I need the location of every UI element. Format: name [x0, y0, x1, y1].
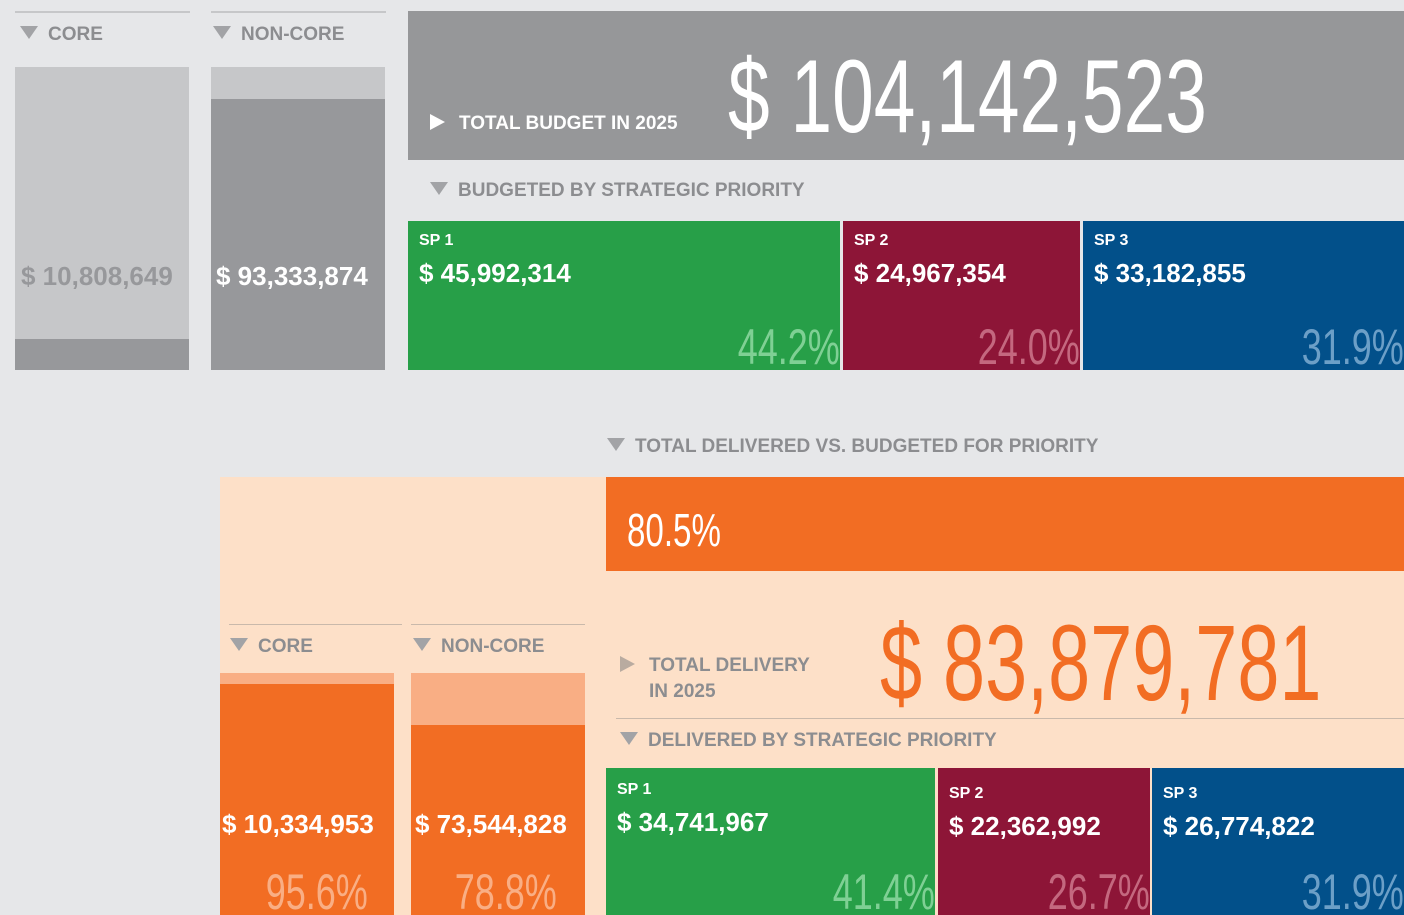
priority-box: SP 1 $ 45,992,314 44.2%: [408, 221, 840, 370]
noncore-value: $ 93,333,874: [216, 261, 368, 291]
vs-bar: [606, 477, 1404, 571]
delivery-priority-title: DELIVERED BY STRATEGIC PRIORITY: [648, 730, 997, 751]
priority-box: SP 3 $ 26,774,822 31.9%: [1152, 768, 1404, 915]
divider: [211, 11, 386, 13]
priority-name: SP 1: [419, 232, 454, 249]
priority-box: SP 2 $ 22,362,992 26.7%: [938, 768, 1150, 915]
priority-name: SP 1: [617, 781, 652, 798]
dnoncore-header: NON-CORE: [413, 636, 544, 658]
core-bar: [15, 67, 189, 370]
priority-pct: 44.2%: [737, 319, 840, 370]
priority-pct: 26.7%: [1047, 864, 1150, 915]
vs-title: TOTAL DELIVERED VS. BUDGETED FOR PRIORIT…: [635, 436, 1099, 457]
dcore-bar-part: [220, 673, 394, 684]
divider: [616, 718, 1404, 719]
budget-priority-title: BUDGETED BY STRATEGIC PRIORITY: [458, 180, 805, 201]
core-header: CORE: [20, 24, 103, 46]
total-budget-box: [408, 11, 1404, 160]
priority-pct: 31.9%: [1301, 319, 1404, 370]
priority-box: SP 3 $ 33,182,855 31.9%: [1083, 221, 1404, 370]
priority-name: SP 3: [1094, 232, 1129, 249]
noncore-title: NON-CORE: [241, 24, 345, 45]
total-delivery: $ 83,879,781: [880, 602, 1322, 723]
delivery-priority-header: DELIVERED BY STRATEGIC PRIORITY: [620, 730, 997, 752]
total-budget-wrap: $ 104,142,523: [728, 38, 1393, 157]
dcore-header: CORE: [230, 636, 313, 658]
core-title: CORE: [48, 24, 103, 45]
total-budget: $ 104,142,523: [728, 39, 1207, 155]
priority-value: $ 24,967,354: [854, 258, 1006, 288]
total-budget-label: TOTAL BUDGET IN 2025: [459, 113, 678, 134]
vs-pct-wrap: 80.5%: [627, 503, 757, 557]
priority-value: $ 34,741,967: [617, 807, 769, 837]
divider: [229, 624, 402, 625]
divider: [411, 624, 585, 625]
noncore-header: NON-CORE: [213, 24, 344, 46]
dcore-title: CORE: [258, 636, 313, 657]
dnoncore-bar: 78.8%: [411, 725, 585, 915]
dnoncore-pct: 78.8%: [454, 864, 557, 915]
dnoncore-bar-part: [411, 673, 585, 725]
total-delivery-label-2: IN 2025: [649, 681, 716, 702]
vs-pct: 80.5%: [627, 504, 721, 556]
noncore-bar-part: [211, 67, 385, 99]
budget-priority-header: BUDGETED BY STRATEGIC PRIORITY: [430, 180, 805, 202]
total-budget-label-wrap: TOTAL BUDGET IN 2025: [430, 113, 678, 135]
priority-value: $ 33,182,855: [1094, 258, 1246, 288]
priority-value: $ 22,362,992: [949, 811, 1101, 841]
dnoncore-value: $ 73,544,828: [415, 809, 567, 839]
dcore-pct: 95.6%: [265, 864, 368, 915]
dcore-value: $ 10,334,953: [222, 809, 374, 839]
total-delivery-label-1: TOTAL DELIVERY: [649, 655, 810, 676]
priority-pct: 31.9%: [1301, 864, 1404, 915]
dnoncore-title: NON-CORE: [441, 636, 545, 657]
total-delivery-wrap: $ 83,879,781: [880, 600, 1404, 725]
priority-value: $ 45,992,314: [419, 258, 571, 288]
priority-box: SP 1 $ 34,741,967 41.4%: [606, 768, 935, 915]
priority-name: SP 2: [854, 232, 889, 249]
divider: [15, 11, 190, 13]
priority-value: $ 26,774,822: [1163, 811, 1315, 841]
core-value: $ 10,808,649: [21, 261, 173, 291]
priority-pct: 24.0%: [977, 319, 1080, 370]
total-delivery-label: TOTAL DELIVERY IN 2025: [620, 653, 810, 705]
noncore-bar: [211, 99, 385, 370]
priority-name: SP 3: [1163, 785, 1198, 802]
priority-box: SP 2 $ 24,967,354 24.0%: [843, 221, 1080, 370]
vs-header: TOTAL DELIVERED VS. BUDGETED FOR PRIORIT…: [607, 436, 1098, 458]
core-bar-part: [15, 339, 189, 370]
dcore-bar: 95.6%: [220, 684, 394, 915]
priority-name: SP 2: [949, 785, 984, 802]
priority-pct: 41.4%: [832, 864, 935, 915]
